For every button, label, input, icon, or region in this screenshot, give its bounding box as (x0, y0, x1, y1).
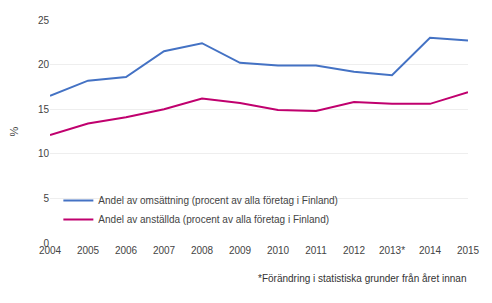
svg-text:5: 5 (43, 193, 49, 204)
svg-text:2010: 2010 (267, 245, 290, 256)
svg-text:%: % (8, 126, 20, 136)
svg-text:2008: 2008 (191, 245, 214, 256)
svg-text:25: 25 (38, 15, 50, 26)
svg-text:10: 10 (38, 148, 50, 159)
svg-text:2014: 2014 (419, 245, 442, 256)
svg-text:2011: 2011 (305, 245, 327, 256)
svg-text:2012: 2012 (343, 245, 366, 256)
svg-text:2005: 2005 (77, 245, 100, 256)
svg-text:2006: 2006 (115, 245, 138, 256)
svg-text:Andel av omsättning (procent a: Andel av omsättning (procent av alla för… (98, 195, 338, 206)
svg-text:15: 15 (38, 104, 50, 115)
svg-text:0: 0 (43, 238, 49, 249)
svg-text:Andel av anställda (procent av: Andel av anställda (procent av alla före… (98, 214, 329, 225)
svg-text:2009: 2009 (229, 245, 252, 256)
svg-text:*Förändring i statistiska grun: *Förändring i statistiska grunder från å… (258, 273, 466, 284)
svg-text:2015: 2015 (457, 245, 480, 256)
svg-text:20: 20 (38, 59, 50, 70)
svg-text:2004: 2004 (39, 245, 62, 256)
svg-text:2013*: 2013* (379, 245, 405, 256)
svg-text:2007: 2007 (153, 245, 176, 256)
